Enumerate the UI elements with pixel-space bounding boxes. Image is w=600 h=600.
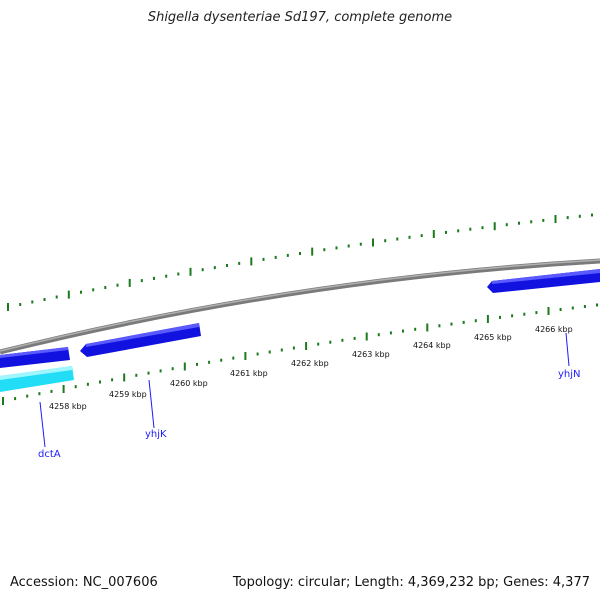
kbp-label: 4261 kbp	[230, 369, 268, 378]
gene-leader-line	[565, 332, 570, 367]
gene-label-yhjK[interactable]: yhjK	[145, 429, 167, 440]
gene-arrow-yhjN[interactable]	[487, 269, 600, 293]
gene-arrow-dctA[interactable]	[0, 366, 74, 392]
kbp-label: 4266 kbp	[535, 325, 573, 334]
kbp-label: 4260 kbp	[170, 379, 208, 388]
kbp-label: 4265 kbp	[474, 333, 512, 342]
kbp-label: 4264 kbp	[413, 341, 451, 350]
inner-tick-track	[2, 303, 598, 405]
kbp-label: 4262 kbp	[291, 359, 329, 368]
genome-stats-text: Topology: circular; Length: 4,369,232 bp…	[232, 575, 590, 590]
gene-label-dctA[interactable]: dctA	[38, 449, 61, 460]
gene-leader-line	[39, 401, 46, 448]
gene-leader-line	[148, 379, 155, 429]
kbp-label: 4263 kbp	[352, 350, 390, 359]
gene-arrow-yhjK[interactable]	[80, 323, 201, 357]
genome-title: Shigella dysenteriae Sd197, complete gen…	[147, 10, 453, 25]
gene-arrow-left-edge[interactable]	[0, 347, 70, 368]
genome-backbone-highlight	[0, 259, 600, 352]
gene-label-yhjN[interactable]: yhjN	[558, 369, 581, 380]
kbp-label: 4258 kbp	[49, 402, 87, 411]
kbp-label: 4259 kbp	[109, 390, 147, 399]
outer-tick-track	[7, 213, 593, 311]
accession-text: Accession: NC_007606	[10, 575, 158, 590]
genome-backbone	[0, 258, 600, 355]
